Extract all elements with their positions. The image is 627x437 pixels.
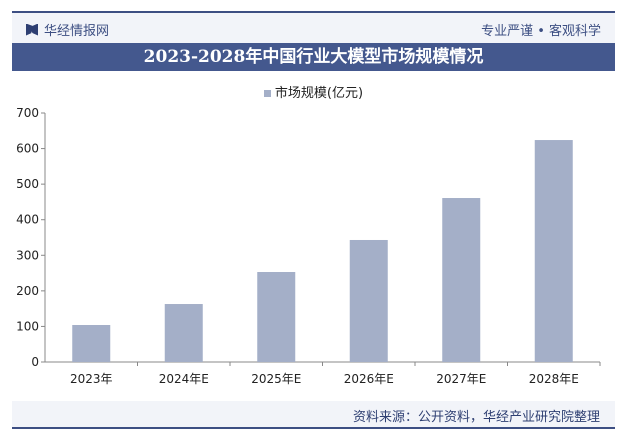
y-tick-label: 500 [16, 177, 39, 191]
legend-label: 市场规模(亿元) [274, 86, 364, 101]
bar [534, 140, 573, 362]
bar [442, 198, 481, 362]
x-tick-label: 2027年E [436, 372, 486, 386]
header-band: 华经情报网 专业严谨 • 客观科学 [12, 13, 615, 43]
source-band: 资料来源：公开资料，华经产业研究院整理 [12, 401, 615, 427]
bar [257, 272, 296, 362]
y-tick-label: 700 [16, 106, 39, 120]
source-note: 资料来源：公开资料，华经产业研究院整理 [352, 410, 600, 425]
brand-name: 华经情报网 [44, 24, 110, 39]
bar [72, 325, 111, 362]
x-tick-label: 2024年E [159, 372, 209, 386]
x-tick-label: 2026年E [344, 372, 394, 386]
bar [164, 304, 203, 362]
bar [349, 239, 388, 362]
slogan: 专业严谨 • 客观科学 [481, 24, 601, 39]
x-tick-label: 2023年 [70, 372, 113, 386]
brand: 华经情报网 [26, 20, 109, 39]
x-tick-label: 2028年E [529, 372, 579, 386]
x-tick-label: 2025年E [251, 372, 301, 386]
chart-title: 2023-2028年中国行业大模型市场规模情况 [12, 43, 615, 71]
legend: 市场规模(亿元) [0, 82, 627, 101]
bottom-divider [12, 427, 615, 429]
y-tick-label: 0 [31, 355, 39, 369]
logo-icon [26, 23, 38, 36]
y-tick-label: 100 [16, 319, 39, 333]
top-divider [12, 11, 615, 13]
y-tick-label: 200 [16, 284, 39, 298]
y-tick-label: 400 [16, 213, 39, 227]
legend-swatch [263, 90, 271, 97]
y-tick-label: 300 [16, 248, 39, 262]
y-tick-label: 600 [16, 142, 39, 156]
